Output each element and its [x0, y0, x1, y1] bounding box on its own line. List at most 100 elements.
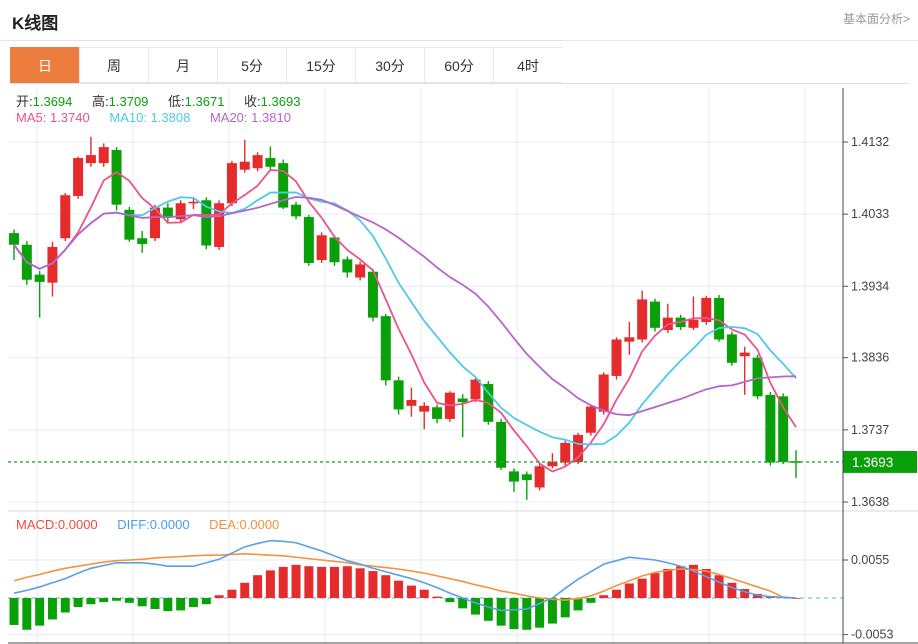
- macd-bar: [112, 598, 122, 601]
- fundamental-analysis-link[interactable]: 基本面分析>: [842, 12, 910, 26]
- candle-body: [85, 155, 96, 164]
- candle-body: [778, 396, 789, 462]
- candle-body: [714, 297, 725, 340]
- dea-value: 0.0000: [239, 517, 280, 532]
- candle-body: [457, 398, 468, 403]
- candle-body: [316, 235, 327, 261]
- candle-body: [701, 297, 712, 322]
- candle-body: [188, 201, 199, 204]
- candle-body: [726, 334, 737, 363]
- candle-body: [585, 406, 596, 433]
- macd-bar: [304, 566, 314, 598]
- macd-row: MACD:0.0000 DIFF:0.0000 DEA:0.0000: [16, 517, 295, 532]
- high-value: 1.3709: [108, 94, 149, 109]
- ma20-value: 1.3810: [251, 110, 291, 125]
- macd-bar: [701, 568, 711, 598]
- price-tick-label: 1.4132: [851, 135, 889, 149]
- tab-5min[interactable]: 5分: [217, 47, 287, 83]
- macd-bar: [496, 598, 506, 626]
- candle-body: [252, 155, 263, 169]
- macd-value: 0.0000: [57, 517, 98, 532]
- candle-body: [637, 299, 648, 340]
- tab-15min[interactable]: 15分: [286, 47, 356, 83]
- page-title: K线图: [12, 14, 59, 33]
- macd-bar: [471, 598, 481, 615]
- candle-body: [9, 233, 19, 245]
- macd-bar: [535, 598, 545, 628]
- macd-bar: [176, 598, 186, 611]
- price-tick-label: 1.4033: [851, 207, 889, 221]
- candle-body: [406, 399, 417, 406]
- price-tick-label: 1.3737: [851, 423, 889, 437]
- candle-body: [624, 337, 635, 342]
- macd-tick-label: 0.0055: [851, 553, 889, 567]
- candle-body: [303, 217, 314, 263]
- macd-bar: [317, 566, 327, 598]
- low-label: 低:: [168, 94, 185, 109]
- high-label: 高:: [92, 94, 109, 109]
- ma20-label: MA20:: [209, 110, 248, 125]
- macd-bar: [714, 575, 724, 598]
- macd-bar: [329, 566, 339, 598]
- macd-bar: [201, 598, 211, 605]
- candle-body: [98, 147, 109, 164]
- candle-body: [521, 474, 532, 481]
- candle-body: [765, 394, 776, 463]
- macd-bar: [509, 598, 519, 630]
- candle-body: [201, 200, 212, 246]
- candle-body: [291, 204, 302, 217]
- macd-bar: [394, 580, 404, 598]
- candle-body: [598, 374, 609, 412]
- tabbar-filler: [562, 47, 908, 83]
- macd-bar: [599, 595, 609, 598]
- macd-bar: [47, 598, 57, 620]
- macd-bar: [458, 598, 468, 609]
- candle-body: [688, 319, 699, 328]
- macd-bar: [483, 598, 493, 621]
- macd-tick-label: -0.0053: [851, 628, 893, 642]
- macd-label: MACD:: [16, 517, 58, 532]
- diff-line: [13, 539, 797, 612]
- macd-bar: [253, 575, 263, 598]
- macd-bar: [73, 598, 83, 607]
- macd-bar: [342, 566, 352, 598]
- close-value: 1.3693: [260, 94, 301, 109]
- tab-30min[interactable]: 30分: [355, 47, 425, 83]
- macd-bar: [586, 598, 596, 603]
- candle-body: [226, 163, 237, 204]
- candle-body: [265, 158, 276, 167]
- ma10-value: 1.3808: [150, 110, 191, 125]
- candle-body: [355, 264, 366, 278]
- ohlc-row: 开:1.3694 高:1.3709 低:1.3671 收:1.3693: [16, 91, 316, 110]
- macd-bar: [227, 589, 237, 598]
- candle-body: [496, 421, 507, 468]
- tab-day[interactable]: 日: [10, 47, 80, 83]
- macd-bar: [137, 598, 147, 607]
- candle-body: [342, 259, 353, 273]
- candle-body: [73, 158, 84, 196]
- candle-body: [380, 316, 391, 381]
- macd-bar: [368, 571, 378, 598]
- diff-label: DIFF:: [117, 517, 150, 532]
- macd-bar: [35, 598, 45, 626]
- candle-body: [111, 150, 122, 205]
- tab-60min[interactable]: 60分: [424, 47, 494, 83]
- low-value: 1.3671: [184, 94, 225, 109]
- macd-bar: [86, 598, 96, 605]
- period-tabbar: 日周月 5分 15分 30分 60分 4时: [10, 47, 908, 84]
- macd-bar: [22, 598, 32, 630]
- candle-body: [752, 357, 763, 397]
- ma5-label: MA5:: [16, 110, 47, 125]
- candle-body: [137, 238, 148, 245]
- open-label: 开:: [16, 94, 33, 109]
- tab-month[interactable]: 月: [148, 47, 218, 83]
- ma5-line: [13, 169, 797, 473]
- price-tick-label: 1.3836: [851, 351, 889, 365]
- candle-body: [560, 442, 571, 463]
- open-value: 1.3694: [32, 94, 73, 109]
- price-tick-label: 1.3934: [851, 279, 889, 293]
- macd-bar: [278, 566, 288, 598]
- price-tick-label: 1.3638: [851, 495, 889, 509]
- current-price-badge: [843, 450, 917, 473]
